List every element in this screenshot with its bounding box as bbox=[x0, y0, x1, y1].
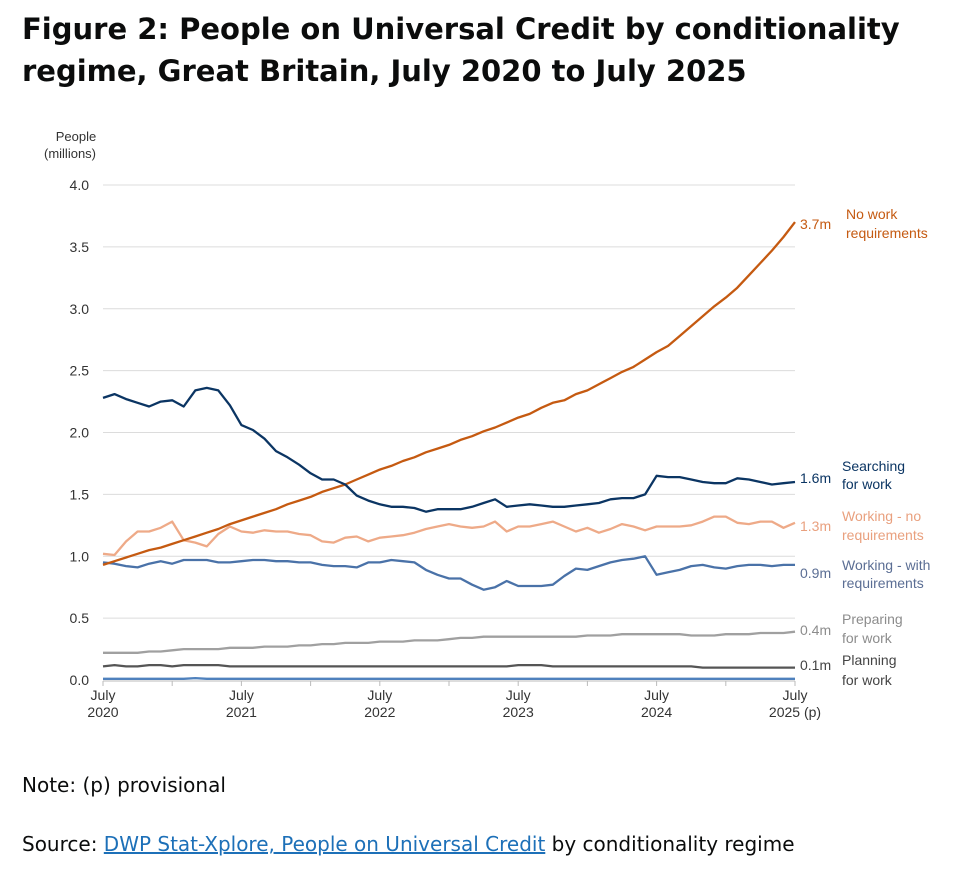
y-axis-label-line2: (millions) bbox=[44, 146, 96, 161]
x-tick-label: 2023 bbox=[503, 704, 534, 720]
series-line-no-work-requirements bbox=[102, 221, 796, 566]
series-name-label: Planning for work bbox=[842, 652, 897, 688]
end-value-label: 0.1m bbox=[800, 657, 831, 673]
x-tick-label: July bbox=[783, 687, 808, 703]
y-tick-label: 1.5 bbox=[70, 486, 90, 502]
x-tick-label: 2020 bbox=[87, 704, 118, 720]
series-line-working-no-requirements bbox=[102, 515, 796, 557]
end-value-label: 1.3m bbox=[800, 518, 831, 534]
x-tick-label: 2021 bbox=[226, 704, 257, 720]
note: Note: (p) provisional bbox=[22, 773, 226, 797]
series-line-unlabelled bbox=[103, 676, 795, 680]
series-line-working-with-requirements bbox=[102, 555, 795, 591]
series-line-searching-for-work bbox=[102, 386, 796, 513]
source: Source: DWP Stat-Xplore, People on Unive… bbox=[22, 832, 795, 856]
y-tick-label: 2.0 bbox=[70, 425, 90, 441]
series-name-label: Preparing for work bbox=[842, 611, 903, 646]
x-tick-label: 2024 bbox=[641, 704, 672, 720]
end-value-label: 0.4m bbox=[800, 622, 831, 638]
end-value-label: 3.7m bbox=[800, 216, 831, 232]
series-line-preparing-for-work bbox=[103, 630, 796, 654]
x-tick-label: 2022 bbox=[364, 704, 395, 720]
series-name-label: Working - no requirements bbox=[842, 508, 924, 543]
end-value-label: 1.6m bbox=[800, 470, 831, 486]
y-tick-label: 2.5 bbox=[70, 363, 90, 379]
x-tick-label: July bbox=[91, 687, 116, 703]
source-suffix: by conditionality regime bbox=[545, 832, 795, 856]
series-name-label: Working - with requirements bbox=[842, 557, 930, 591]
figure-title: Figure 2: People on Universal Credit by … bbox=[22, 12, 900, 88]
series-line-planning-for-work bbox=[102, 663, 795, 669]
x-tick-label: July bbox=[367, 687, 392, 703]
x-tick-label: 2025 (p) bbox=[769, 704, 821, 720]
series-name-label: Searching for work bbox=[842, 458, 905, 492]
end-value-label: 0.9m bbox=[800, 565, 831, 581]
source-prefix: Source: bbox=[22, 832, 104, 856]
y-axis-label-line1: People bbox=[56, 129, 96, 144]
y-tick-label: 4.0 bbox=[70, 177, 90, 193]
series-name-label: No work requirements bbox=[846, 206, 928, 241]
y-tick-label: 0.0 bbox=[70, 672, 90, 688]
y-tick-label: 3.0 bbox=[70, 301, 90, 317]
source-link[interactable]: DWP Stat-Xplore, People on Universal Cre… bbox=[103, 832, 546, 856]
y-tick-label: 1.0 bbox=[70, 548, 90, 564]
y-tick-label: 3.5 bbox=[70, 239, 90, 255]
x-tick-label: July bbox=[229, 687, 254, 703]
x-tick-label: July bbox=[506, 687, 531, 703]
line-chart: People (millions) 0.0 0.5 1.0 1.5 2.0 2.5 3.0 3… bbox=[44, 129, 930, 720]
y-tick-label: 0.5 bbox=[70, 610, 90, 626]
x-tick-label: July bbox=[644, 687, 669, 703]
